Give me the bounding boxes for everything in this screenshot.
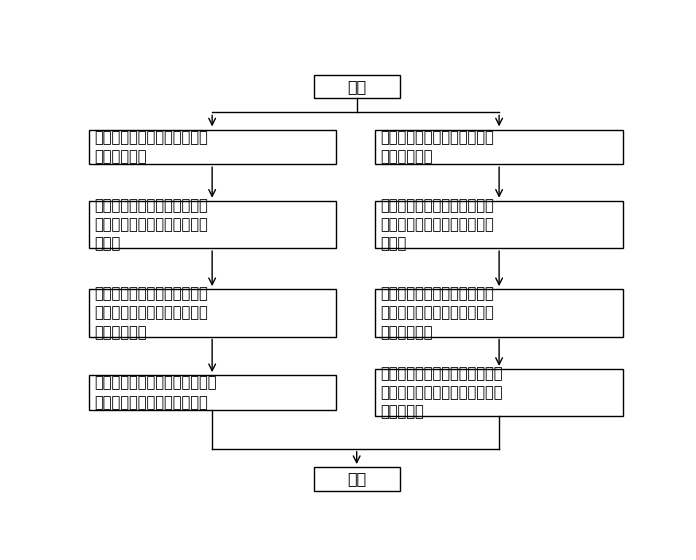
Text: 在保护电流互感器的副边施加
高频电流信号: 在保护电流互感器的副边施加 高频电流信号 xyxy=(94,130,208,164)
Text: 获取输入电流的激励信号和零
序电流互感器的响应信号在同
一时刻的幅值: 获取输入电流的激励信号和零 序电流互感器的响应信号在同 一时刻的幅值 xyxy=(94,286,208,340)
Bar xyxy=(374,369,624,416)
Bar xyxy=(313,75,400,98)
Text: 开始: 开始 xyxy=(347,79,366,94)
Bar xyxy=(374,201,624,248)
Bar xyxy=(374,290,624,337)
Text: 根据保护电流互感器和零序电流
互感器的相位差判断零序电流互
感器的极性: 根据保护电流互感器和零序电流 互感器的相位差判断零序电流互 感器的极性 xyxy=(380,366,503,419)
Text: 调整高频电流信号的频率使电
缆线的电抗和对地电容达到谐
振状态: 调整高频电流信号的频率使电 缆线的电抗和对地电容达到谐 振状态 xyxy=(380,198,494,251)
Bar xyxy=(88,376,335,410)
Text: 将各组电缆线零序电流互感器副
边的响应信号的幅值进行比较: 将各组电缆线零序电流互感器副 边的响应信号的幅值进行比较 xyxy=(94,376,216,410)
Bar xyxy=(88,201,335,248)
Bar xyxy=(88,130,335,164)
Bar xyxy=(88,290,335,337)
Bar xyxy=(374,130,624,164)
Text: 结束: 结束 xyxy=(347,472,366,487)
Text: 调整高频电流信号的频率使电
缆线的电抗和对地电容达到谐
振状态: 调整高频电流信号的频率使电 缆线的电抗和对地电容达到谐 振状态 xyxy=(94,198,208,251)
Text: 获取输入电流的激励信号和零
序电流互感器的响应信号在同
一时刻的相位: 获取输入电流的激励信号和零 序电流互感器的响应信号在同 一时刻的相位 xyxy=(380,286,494,340)
Text: 在保护电流互感器的副边施加
高频电流信号: 在保护电流互感器的副边施加 高频电流信号 xyxy=(380,130,494,164)
Bar xyxy=(313,468,400,491)
